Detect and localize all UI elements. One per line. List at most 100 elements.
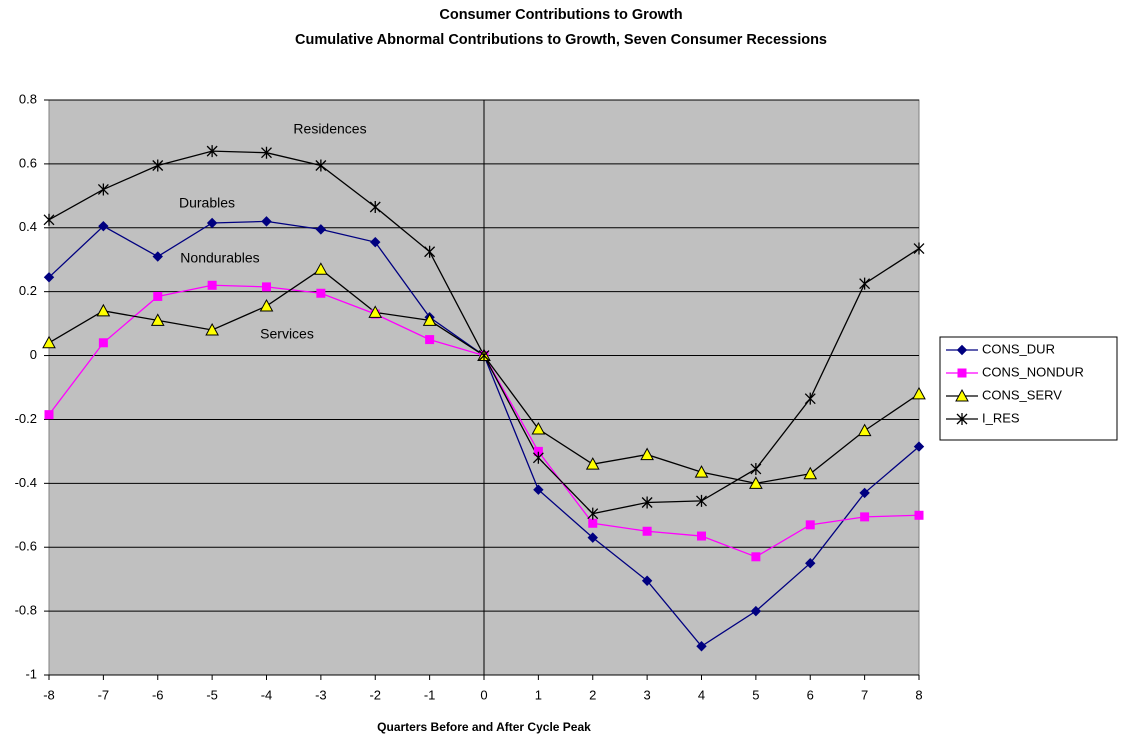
y-tick-label: -0.8: [15, 603, 37, 618]
legend-label: I_RES: [982, 410, 1020, 425]
annotation: Residences: [293, 121, 366, 137]
marker: [369, 201, 381, 214]
marker: [859, 487, 870, 499]
marker: [370, 236, 381, 248]
x-tick-label: -5: [206, 687, 218, 702]
y-tick-label: -1: [25, 666, 37, 681]
marker: [152, 251, 163, 262]
x-tick-label: -4: [261, 687, 273, 702]
y-tick-label: 0.6: [19, 155, 37, 170]
chart-subtitle: Cumulative Abnormal Contributions to Gro…: [295, 32, 827, 48]
marker: [150, 313, 165, 326]
marker: [913, 441, 925, 452]
marker: [207, 280, 217, 290]
marker: [914, 510, 924, 520]
marker: [857, 423, 872, 437]
marker: [750, 605, 762, 617]
x-tick-label: 0: [480, 687, 487, 702]
marker: [315, 159, 327, 172]
marker: [206, 145, 218, 158]
marker: [913, 242, 925, 255]
marker: [422, 313, 437, 326]
x-tick-label: 6: [807, 687, 814, 702]
marker: [315, 224, 327, 235]
marker: [478, 349, 490, 362]
x-tick-label: 4: [698, 687, 705, 702]
marker: [696, 494, 707, 507]
marker: [694, 465, 709, 478]
marker: [205, 322, 219, 336]
marker: [531, 421, 546, 435]
marker: [696, 641, 707, 652]
x-tick-label: -1: [424, 687, 436, 702]
marker: [314, 262, 328, 275]
y-tick-label: 0: [30, 347, 37, 362]
y-tick-label: 0.4: [19, 219, 37, 234]
marker: [585, 457, 600, 470]
marker: [261, 146, 272, 159]
marker: [152, 159, 164, 172]
x-tick-label: 5: [752, 687, 759, 702]
x-tick-label: -2: [369, 687, 381, 702]
y-tick-label: -0.4: [15, 475, 37, 490]
marker: [750, 462, 762, 475]
x-tick-label: -3: [315, 687, 327, 702]
x-tick-label: 2: [589, 687, 596, 702]
marker: [206, 217, 218, 229]
marker: [98, 338, 108, 348]
y-tick-label: -0.6: [15, 539, 37, 554]
marker: [533, 484, 544, 495]
legend-label: CONS_SERV: [982, 387, 1062, 402]
x-tick-label: 1: [535, 687, 542, 702]
marker: [425, 335, 435, 345]
marker: [532, 451, 544, 464]
marker: [261, 216, 272, 227]
marker: [641, 575, 653, 586]
x-tick-label: -8: [43, 687, 55, 702]
marker: [424, 245, 436, 258]
x-tick-label: -7: [98, 687, 110, 702]
legend-marker: [955, 388, 969, 402]
marker: [640, 447, 654, 461]
marker: [912, 386, 926, 400]
marker: [803, 466, 818, 480]
chart-title: Consumer Contributions to Growth: [439, 7, 682, 23]
x-axis-title: Quarters Before and After Cycle Peak: [377, 720, 591, 734]
x-tick-label: 7: [861, 687, 868, 702]
marker: [588, 518, 598, 528]
marker: [587, 507, 599, 520]
legend-marker: [956, 413, 968, 425]
x-tick-label: 8: [915, 687, 922, 702]
marker: [98, 220, 109, 232]
marker: [751, 552, 761, 562]
marker: [860, 512, 870, 522]
marker: [153, 291, 163, 301]
marker: [316, 288, 326, 298]
marker: [642, 526, 652, 536]
marker: [805, 520, 815, 530]
annotation: Services: [260, 326, 314, 342]
marker: [368, 305, 383, 318]
legend-label: CONS_NONDUR: [982, 364, 1084, 379]
marker: [96, 303, 111, 317]
y-tick-label: 0.2: [19, 283, 37, 298]
marker: [97, 183, 109, 196]
marker: [859, 277, 871, 290]
marker: [697, 531, 706, 541]
legend-marker: [957, 368, 967, 378]
marker: [587, 532, 598, 543]
y-tick-label: -0.2: [15, 411, 37, 426]
marker: [641, 496, 653, 509]
legend-label: CONS_DUR: [982, 341, 1055, 356]
marker: [804, 392, 816, 405]
marker: [805, 557, 816, 569]
marker: [262, 282, 271, 292]
marker: [43, 213, 55, 226]
x-tick-label: -6: [152, 687, 164, 702]
x-tick-label: 3: [644, 687, 651, 702]
marker: [43, 272, 55, 283]
annotation: Durables: [179, 195, 235, 211]
marker: [749, 476, 763, 489]
marker: [42, 335, 56, 349]
